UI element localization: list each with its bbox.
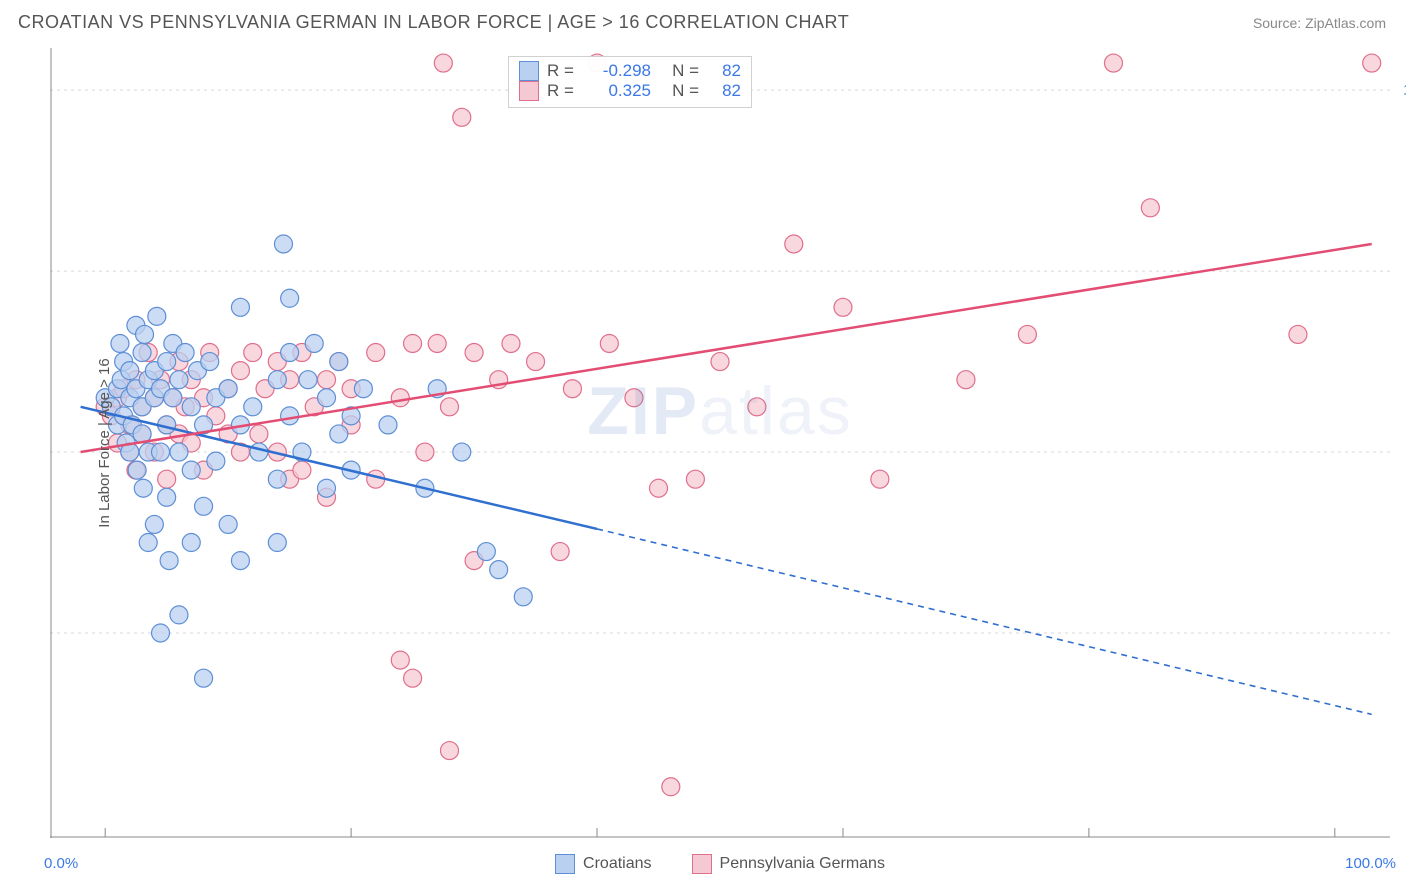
series-legend: Croatians Pennsylvania Germans	[50, 854, 1390, 874]
swatch-icon	[692, 854, 712, 874]
swatch-pa-germans	[519, 81, 539, 101]
legend-item-croatians: Croatians	[555, 854, 651, 874]
y-axis-label: In Labor Force | Age > 16	[96, 358, 113, 527]
legend-row-pa-germans: R = 0.325 N = 82	[519, 81, 741, 101]
chart-area: In Labor Force | Age > 16 ZIPatlas R = -…	[50, 48, 1390, 838]
legend-row-croatians: R = -0.298 N = 82	[519, 61, 741, 81]
swatch-croatians	[519, 61, 539, 81]
chart-header: CROATIAN VS PENNSYLVANIA GERMAN IN LABOR…	[0, 0, 1406, 45]
chart-title: CROATIAN VS PENNSYLVANIA GERMAN IN LABOR…	[18, 12, 849, 33]
swatch-icon	[555, 854, 575, 874]
correlation-legend: R = -0.298 N = 82 R = 0.325 N = 82	[508, 56, 752, 108]
scatter-plot-svg	[50, 48, 1390, 838]
chart-source: Source: ZipAtlas.com	[1253, 15, 1386, 31]
legend-item-pa-germans: Pennsylvania Germans	[692, 854, 885, 874]
